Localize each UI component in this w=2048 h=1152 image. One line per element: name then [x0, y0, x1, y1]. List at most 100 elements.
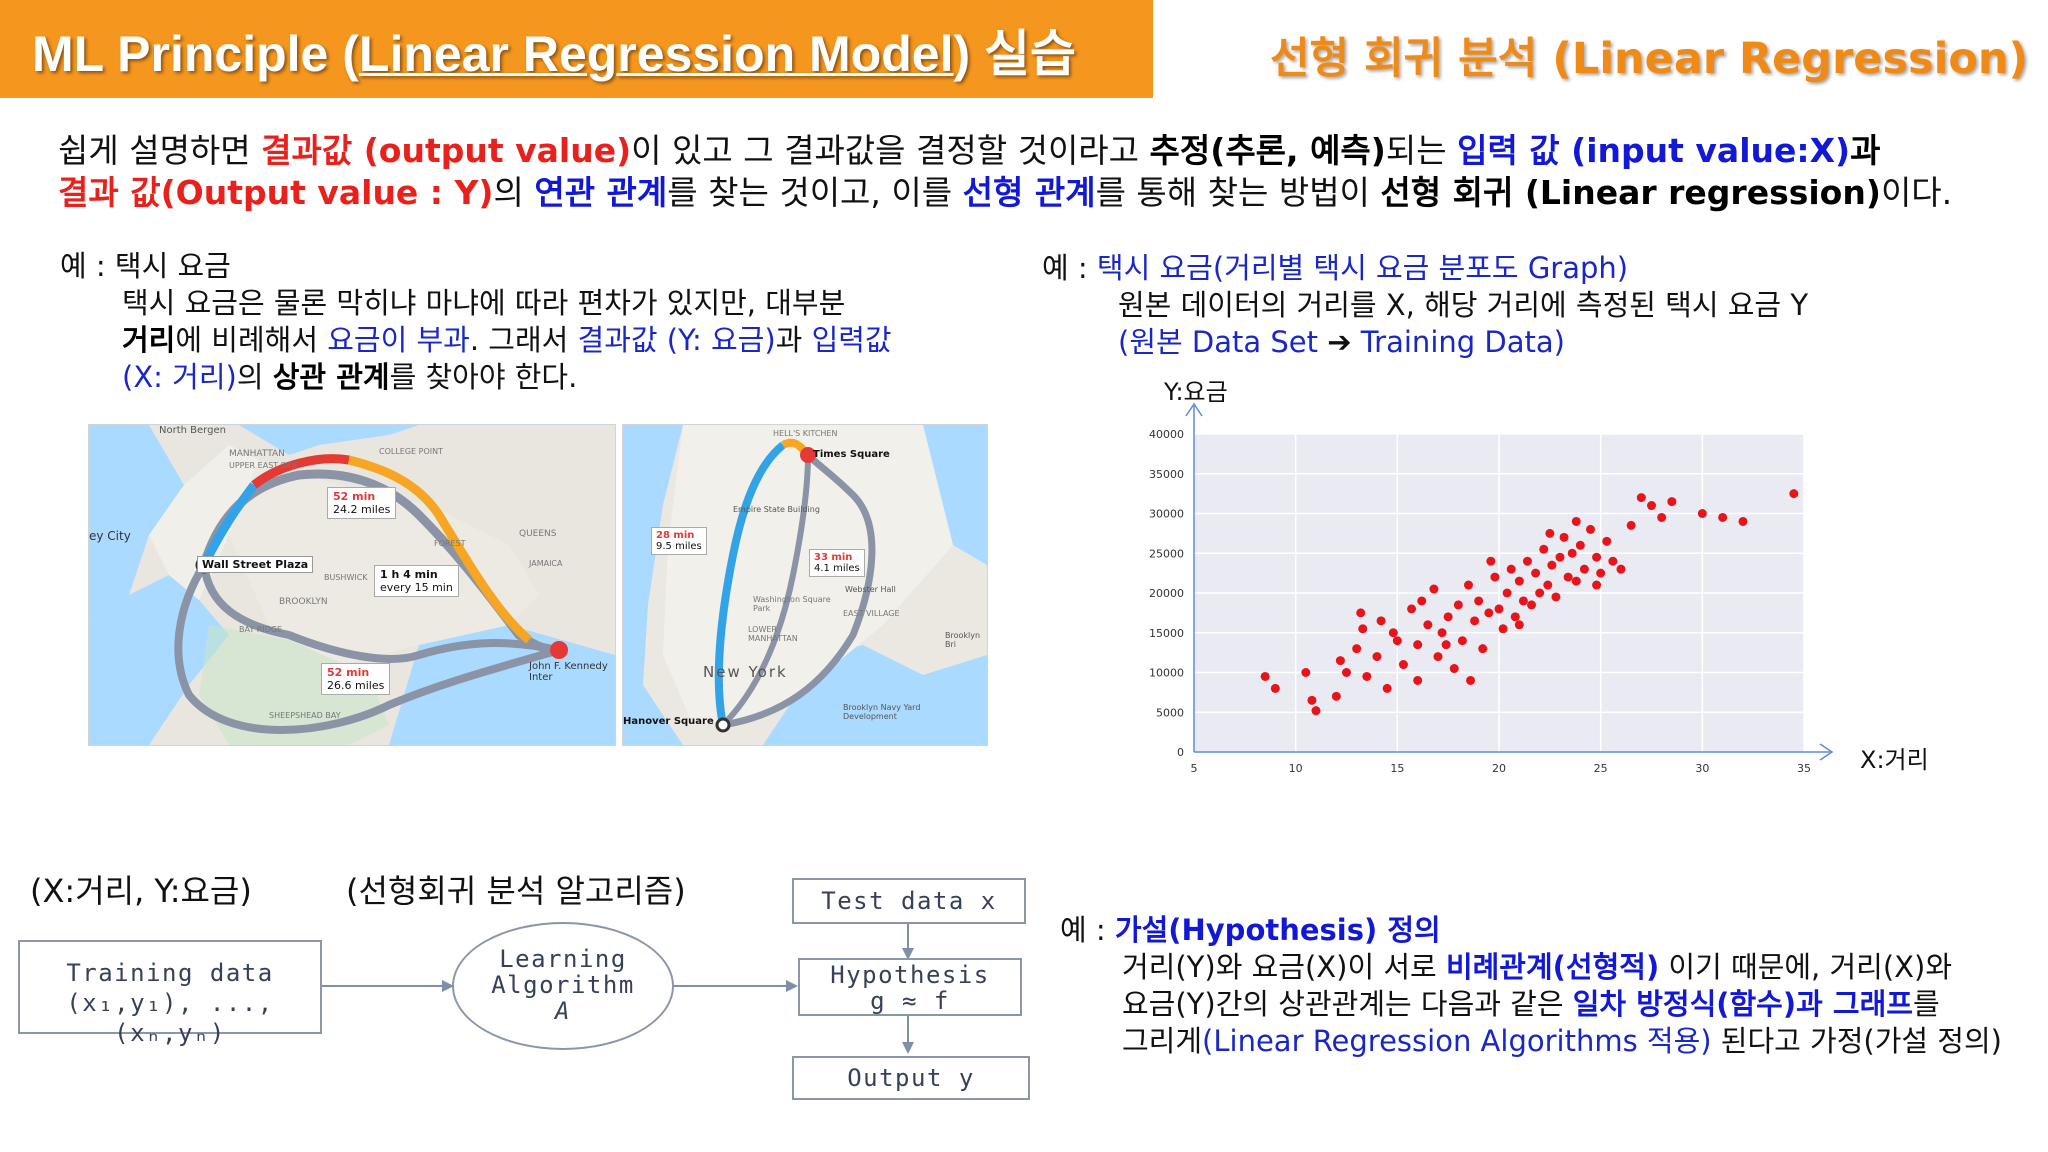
y-tick-label: 40000: [1149, 428, 1184, 441]
data-point: [1602, 536, 1612, 546]
data-point: [1335, 656, 1345, 666]
intro-line-2: 결과 값(Output value : Y)의 연관 관계를 찾는 것이고, 이…: [58, 173, 1953, 212]
data-point: [1657, 512, 1667, 522]
data-point: [1518, 596, 1528, 606]
x-tick-label: 25: [1594, 762, 1608, 775]
data-point: [1358, 624, 1368, 634]
x-tick-label: 15: [1390, 762, 1404, 775]
intro-line-1: 쉽게 설명하면 결과값 (output value)이 있고 그 결과값을 결정…: [58, 131, 1881, 170]
graph-example-line-3: (원본 Data Set ➔ Training Data): [1118, 325, 1565, 359]
y-tick-label: 10000: [1149, 667, 1184, 680]
map-place-label: UPPER EAST SIDE: [229, 461, 300, 470]
training-data-title: Training data: [66, 959, 274, 987]
map-route-card: 33 min 4.1 miles: [809, 549, 865, 577]
map-place-label: BAY RIDGE: [239, 625, 283, 634]
data-point: [1522, 556, 1532, 566]
data-point: [1457, 636, 1467, 646]
data-point: [1514, 620, 1524, 630]
data-point: [1382, 683, 1392, 693]
data-point: [1592, 580, 1602, 590]
data-point: [1417, 596, 1427, 606]
map-place-label: COLLEGE POINT: [379, 447, 443, 456]
data-point: [1502, 588, 1512, 598]
data-point: [1498, 624, 1508, 634]
y-tick-label: 15000: [1149, 627, 1184, 640]
map-route-card: 1 h 4 min every 15 min: [374, 565, 459, 597]
hypothesis-box: Hypothesis g ≈ f: [798, 958, 1022, 1016]
data-point: [1376, 616, 1386, 626]
data-point: [1449, 664, 1459, 674]
x-axis-arrow: [1819, 743, 1834, 761]
data-point: [1667, 497, 1677, 507]
map-route-card: 28 min 9.5 miles: [651, 527, 707, 555]
data-point: [1527, 600, 1537, 610]
map-place-label: BUSHWICK: [324, 573, 368, 582]
scatter-chart: 5 10 15 20 25 30 35 0 5000 10000 15000 20000 25000 30…: [1149, 378, 1929, 775]
map-place-label: North Bergen: [159, 425, 226, 436]
data-point: [1356, 608, 1366, 618]
hypothesis-example-line-4: 그리게(Linear Regression Algorithms 적용) 된다고…: [1122, 1024, 2002, 1058]
map-place-label: QUEENS: [519, 529, 557, 539]
data-point: [1547, 560, 1557, 570]
data-point: [1494, 604, 1504, 614]
y-tick-label: 5000: [1156, 706, 1184, 719]
data-point: [1543, 580, 1553, 590]
data-point: [1311, 706, 1321, 716]
learning-label: Learning: [499, 945, 627, 973]
output-box: Output y: [792, 1056, 1030, 1100]
map-place-label: John F. Kennedy Inter: [529, 661, 608, 683]
x-tick-label: 10: [1289, 762, 1303, 775]
map-place-label: EAST VILLAGE: [843, 609, 900, 618]
taxi-example-line-3: (X: 거리)의 상관 관계를 찾아야 한다.: [122, 360, 578, 394]
hypothesis-example-line-1: 예 : 가설(Hypothesis) 정의: [1060, 913, 1441, 947]
data-point: [1626, 520, 1636, 530]
data-point: [1486, 556, 1496, 566]
map-place-label: FOREST: [434, 539, 466, 548]
hypothesis-example: 예 : 가설(Hypothesis) 정의 거리(Y)와 요금(X)이 서로 비…: [1060, 912, 2002, 1060]
data-point: [1260, 671, 1270, 681]
algorithm-symbol: A: [555, 997, 571, 1025]
data-point: [1575, 540, 1585, 550]
data-point: [1738, 516, 1748, 526]
data-point: [1559, 532, 1569, 542]
map-place-label: Brooklyn Bri: [945, 631, 981, 649]
algorithm-label: Algorithm: [491, 971, 635, 999]
y-tick-label: 20000: [1149, 587, 1184, 600]
map-place-label: Empire State Building: [733, 505, 820, 514]
data-point: [1372, 652, 1382, 662]
data-point: [1362, 671, 1372, 681]
data-point: [1608, 556, 1618, 566]
data-point: [1441, 640, 1451, 650]
taxi-example-line-2: 거리에 비례해서 요금이 부과. 그래서 결과값 (Y: 요금)과 입력값: [122, 323, 892, 357]
data-point: [1470, 616, 1480, 626]
diagram-label-xy: (X:거리, Y:요금): [30, 872, 252, 910]
map-route-card: 52 min 24.2 miles: [327, 487, 397, 519]
training-data-box: Training data (x₁,y₁), ..., (xₙ,yₙ): [18, 940, 322, 1047]
data-point: [1413, 640, 1423, 650]
map-place-label: Washington Square Park: [753, 595, 831, 613]
map-place-label: MANHATTAN: [229, 449, 285, 459]
x-tick-label: 20: [1492, 762, 1506, 775]
taxi-example: 예 : 택시 요금 택시 요금은 물론 막히냐 마냐에 따라 편차가 있지만, …: [60, 248, 892, 396]
data-point: [1636, 493, 1646, 503]
map-end-label: Times Square: [813, 449, 890, 460]
data-point: [1490, 572, 1500, 582]
map-queens-route: Wall Street Plaza 52 min 24.2 miles 1 h 4…: [88, 424, 616, 746]
data-point: [1579, 564, 1589, 574]
map-route-card: 52 min 26.6 miles: [321, 663, 391, 695]
data-point: [1586, 524, 1595, 534]
data-point: [1551, 592, 1561, 602]
map-start-label: Wall Street Plaza: [197, 556, 314, 573]
map-place-label: JAMAICA: [529, 559, 563, 568]
data-point: [1466, 675, 1476, 685]
data-point: [1437, 628, 1447, 638]
map-place-label: SHEEPSHEAD BAY: [269, 711, 341, 720]
map-place-label: Brooklyn Navy Yard Development: [843, 703, 921, 721]
hypothesis-formula: g ≈ f: [870, 987, 950, 1015]
map-place-label: LOWER MANHATTAN: [748, 625, 798, 643]
data-point: [1539, 544, 1549, 554]
data-point: [1453, 600, 1463, 610]
data-point: [1484, 608, 1494, 618]
training-data-pairs: (x₁,y₁), ..., (xₙ,yₙ): [66, 989, 274, 1047]
map-place-label: HELL'S KITCHEN: [773, 429, 838, 438]
